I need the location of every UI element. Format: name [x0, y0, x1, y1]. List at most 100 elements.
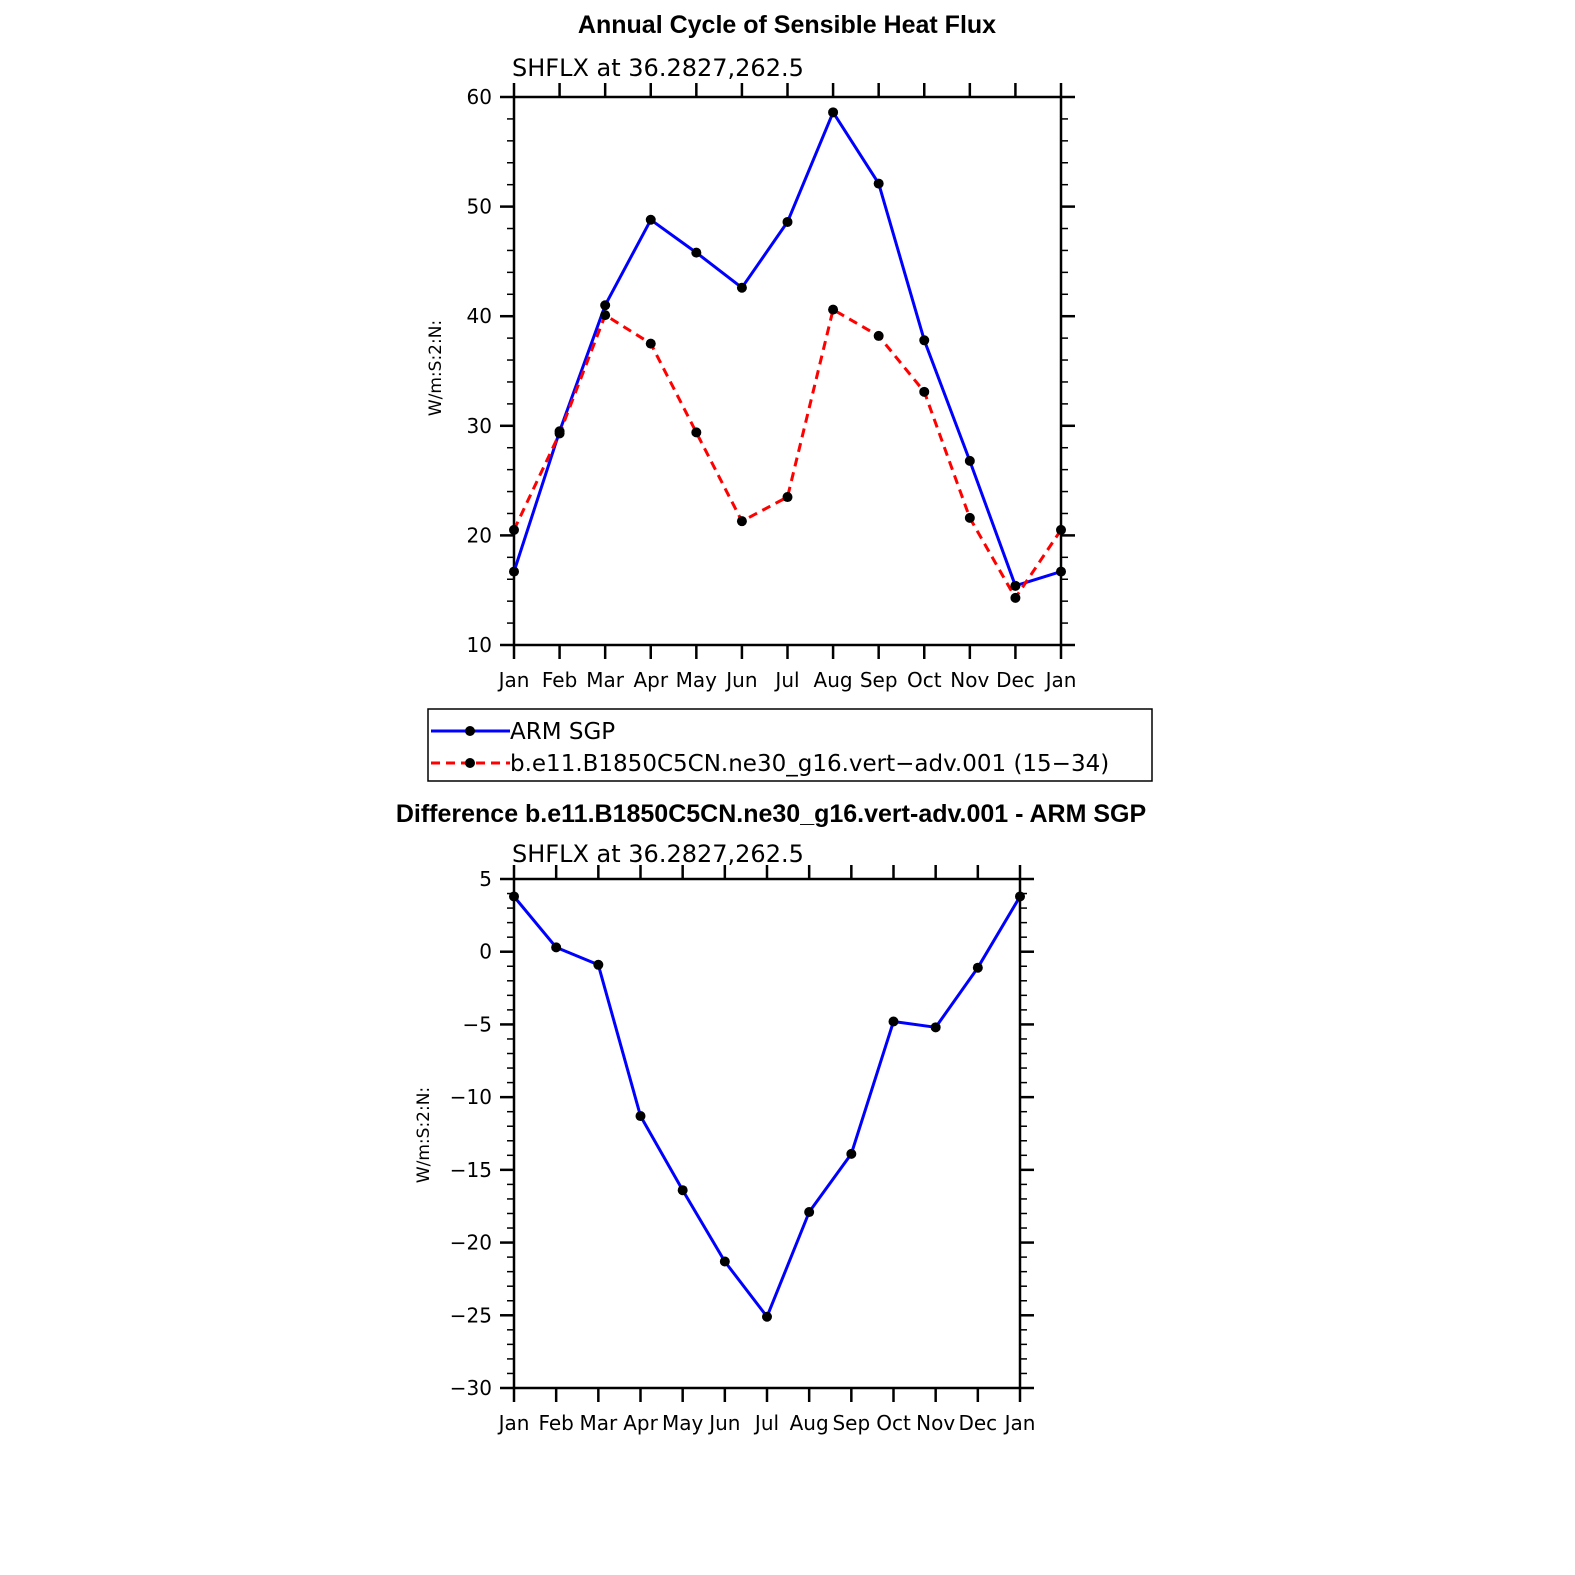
bottom-chart-xtick-label: Aug: [790, 1411, 829, 1435]
top-chart-ytick-label: 60: [467, 85, 492, 109]
top-chart-xtick-label: Jun: [724, 668, 757, 692]
bottom-plot-area: −30 −25 −20 −15 −10 −5 0 5 Jan Feb Mar Apr May Jun Jul…: [450, 865, 1036, 1435]
bottom-chart-ytick-label: −10: [450, 1085, 492, 1109]
top-chart-series-1-point: [1010, 592, 1021, 603]
top-chart-xtick-label: Jan: [497, 668, 530, 692]
top-chart-series-0-point: [828, 107, 839, 118]
bottom-chart-ylabel: W/m:S:2:N:: [414, 1087, 434, 1183]
top-chart-series-1-point: [736, 516, 747, 527]
top-chart-series-0-point: [873, 178, 884, 189]
top-chart-xtick-label: Feb: [542, 668, 577, 692]
bottom-chart-series-0-point: [930, 1022, 941, 1033]
top-chart-series-0-point: [919, 335, 930, 346]
bottom-chart-ytick-label: −15: [450, 1158, 492, 1182]
top-chart-ytick-label: 10: [467, 633, 492, 657]
top-chart-series-0-point: [1010, 580, 1021, 591]
main-title: Annual Cycle of Sensible Heat Flux: [578, 11, 996, 39]
legend-marker-model: [465, 758, 475, 768]
top-chart-xtick-label: May: [676, 668, 718, 692]
top-chart-series-1-point: [1056, 524, 1066, 535]
top-chart-series-1-point: [691, 427, 702, 438]
top-chart-series-1-line: [512, 308, 1063, 600]
top-chart-series-0-point: [509, 566, 519, 577]
top-chart-series-1-point: [645, 338, 656, 349]
top-chart-xtick-label: Jul: [773, 668, 799, 692]
legend-label-arm-sgp: ARM SGP: [510, 719, 615, 745]
top-chart-series-1-point: [828, 304, 839, 315]
bottom-chart-xtick-label: Jun: [707, 1411, 740, 1435]
bottom-chart-series-0-point: [635, 1111, 646, 1122]
bottom-chart-series-0-point: [888, 1016, 899, 1027]
top-chart-ytick-label: 30: [467, 414, 492, 438]
top-chart-series-1-point: [919, 386, 930, 397]
difference-title: Difference b.e11.B1850C5CN.ne30_g16.vert…: [396, 800, 1146, 828]
top-chart-series-0-line: [512, 110, 1062, 588]
top-chart-xtick-label: Nov: [950, 668, 989, 692]
top-chart-xtick-label: Apr: [633, 668, 668, 692]
top-chart-ytick-label: 40: [467, 304, 492, 328]
legend-marker-arm-sgp: [465, 726, 475, 736]
top-chart-ylabel: W/m:S:2:N:: [426, 320, 446, 416]
top-chart-series-1-point: [782, 492, 793, 503]
bottom-chart-ytick-label: 5: [479, 867, 492, 891]
bottom-chart-ytick-label: −30: [450, 1376, 492, 1400]
legend-box: [427, 708, 1153, 782]
top-chart-series-0-point: [964, 455, 975, 466]
bottom-chart-ytick-label: −5: [463, 1012, 492, 1036]
bottom-chart-series-0-point: [719, 1256, 730, 1267]
bottom-chart-series-0-point: [677, 1185, 688, 1196]
bottom-chart-ytick-label: −25: [450, 1303, 492, 1327]
bottom-chart-ytick-label: 0: [479, 940, 492, 964]
top-chart-xtick-label: Mar: [586, 668, 625, 692]
top-chart-xtick-label: Dec: [996, 668, 1035, 692]
bottom-chart-series-0-point: [1015, 891, 1025, 902]
bottom-chart-frame: [512, 877, 1022, 1390]
bottom-chart-series-0-point: [593, 959, 604, 970]
bottom-chart-xtick-label: Jul: [753, 1411, 779, 1435]
top-chart-xtick-label: Aug: [814, 668, 853, 692]
top-chart-series-0-point: [782, 216, 793, 227]
bottom-chart-xtick-label: Feb: [538, 1411, 573, 1435]
bottom-chart-xtick-label: Nov: [916, 1411, 955, 1435]
bottom-chart-xtick-label: Apr: [623, 1411, 658, 1435]
bottom-chart-series-0-point: [551, 942, 562, 953]
bottom-chart-xtick-label: Sep: [832, 1411, 870, 1435]
top-chart-series-0-point: [691, 247, 702, 258]
legend-entry-arm-sgp: ARM SGP: [431, 719, 615, 745]
legend-label-model: b.e11.B1850C5CN.ne30_g16.vert−adv.001 (1…: [510, 751, 1109, 777]
top-chart-series-1-point: [509, 524, 519, 535]
top-chart-series-1-point: [873, 330, 884, 341]
bottom-chart-xtick-label: Mar: [579, 1411, 618, 1435]
top-chart-frame: [512, 95, 1063, 647]
legend: ARM SGP b.e11.B1850C5CN.ne30_g16.vert−ad…: [427, 708, 1153, 782]
top-chart-series-1-point: [600, 310, 611, 321]
bottom-chart-series-0-line: [512, 895, 1022, 1319]
legend-entry-model: b.e11.B1850C5CN.ne30_g16.vert−adv.001 (1…: [431, 751, 1109, 777]
difference-chart: SHFLX at 36.2827,262.5 W/m:S:2:N: −30 −25…: [414, 840, 1035, 1435]
top-chart-series-0-point: [600, 300, 611, 311]
top-plot-area: 10 20 30 40 50 60 Jan Feb Mar Apr May Jun Jul Aug Sep O…: [467, 83, 1077, 692]
top-chart-series-0-point: [645, 214, 656, 225]
bottom-chart-xtick-label: May: [662, 1411, 704, 1435]
bottom-chart-series-0-point: [509, 891, 519, 902]
bottom-chart-series-0-point: [972, 962, 983, 973]
top-chart-xtick-label: Jan: [1044, 668, 1077, 692]
top-chart-series-0-point: [736, 282, 747, 293]
top-chart-series-1-point: [964, 512, 975, 523]
bottom-chart-series-0-point: [804, 1207, 815, 1218]
top-chart-ytick-label: 20: [467, 523, 492, 547]
top-chart-xtick-label: Sep: [860, 668, 898, 692]
bottom-chart-xtick-label: Dec: [958, 1411, 997, 1435]
annual-cycle-chart: SHFLX at 36.2827,262.5 W/m:S:2:N: 10 20 30…: [426, 54, 1076, 692]
bottom-chart-xtick-label: Jan: [497, 1411, 530, 1435]
top-chart-series-0-point: [1056, 566, 1066, 577]
bottom-chart-xtick-label: Jan: [1003, 1411, 1036, 1435]
top-chart-series-1-point: [554, 428, 565, 439]
bottom-chart-series-0-point: [846, 1148, 857, 1159]
bottom-chart-ytick-label: −20: [450, 1231, 492, 1255]
bottom-chart-series-0-point: [762, 1311, 772, 1322]
top-chart-xtick-label: Oct: [907, 668, 942, 692]
top-chart-subtitle: SHFLX at 36.2827,262.5: [512, 54, 804, 82]
top-chart-ytick-label: 50: [467, 195, 492, 219]
